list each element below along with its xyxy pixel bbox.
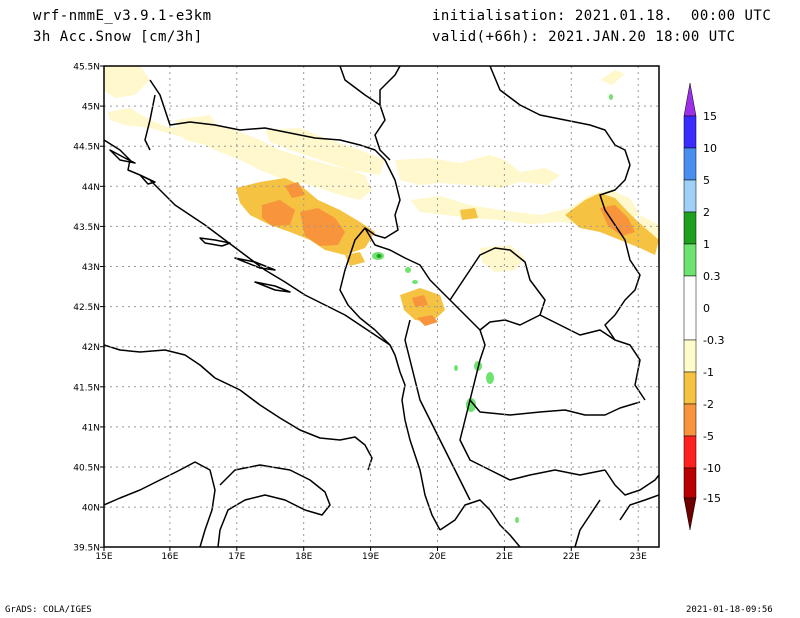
- colorbar-segment: [683, 467, 697, 499]
- colorbar-segment: [683, 275, 697, 341]
- snow-green: [372, 94, 613, 523]
- lat-label: 40.5N: [73, 464, 100, 474]
- lon-labels: 15E 16E 17E 18E 19E 20E 21E 22E 23E: [95, 552, 647, 562]
- snow-dark-green: [376, 254, 382, 258]
- colorbar-label: 15: [703, 110, 717, 123]
- snow-heavy: [262, 182, 635, 326]
- variable-title: 3h Acc.Snow [cm/3h]: [33, 29, 203, 45]
- footer-timestamp: 2021-01-18-09:56: [686, 605, 773, 615]
- lon-label: 19E: [362, 552, 379, 562]
- colorbar-segment: [683, 403, 697, 437]
- axis-ticks: [100, 65, 639, 551]
- lon-label: 18E: [295, 552, 312, 562]
- colorbar-segment: [683, 435, 697, 469]
- colorbar-label: 0.3: [703, 270, 721, 283]
- lat-label: 42N: [82, 343, 100, 353]
- lon-label: 21E: [496, 552, 513, 562]
- lon-label: 22E: [563, 552, 580, 562]
- map-area: [104, 66, 659, 547]
- colorbar-label: -2: [703, 398, 714, 411]
- colorbar-label: -0.3: [703, 334, 724, 347]
- grid: [104, 66, 659, 547]
- lat-label: 39.5N: [73, 544, 100, 554]
- lat-labels: 45.5N 45N 44.5N 44N 43.5N 43N 42.5N 42N …: [73, 63, 100, 554]
- colorbar-label: -1: [703, 366, 714, 379]
- colorbar: 15 10 5 2 1 0.3 0 -0.3 -1 -2 -5 -10 -15: [683, 82, 724, 531]
- colorbar-label: -15: [703, 492, 721, 505]
- coastlines-borders: [104, 66, 659, 547]
- lat-label: 44N: [82, 183, 100, 193]
- colorbar-segment: [683, 147, 697, 181]
- colorbar-label: 5: [703, 174, 710, 187]
- lat-label: 41N: [82, 423, 100, 433]
- lon-label: 17E: [228, 552, 245, 562]
- lon-label: 23E: [630, 552, 647, 562]
- lat-label: 43N: [82, 263, 100, 273]
- lon-label: 20E: [429, 552, 446, 562]
- colorbar-segment: [683, 339, 697, 373]
- lat-label: 42.5N: [73, 303, 100, 313]
- lat-label: 44.5N: [73, 143, 100, 153]
- lat-label: 45.5N: [73, 63, 100, 73]
- colorbar-label: 1: [703, 238, 710, 251]
- colorbar-segment: [683, 371, 697, 405]
- lat-label: 40N: [82, 504, 100, 514]
- lat-label: 43.5N: [73, 223, 100, 233]
- colorbar-segment: [683, 211, 697, 245]
- lon-label: 16E: [161, 552, 178, 562]
- colorbar-label: 10: [703, 142, 717, 155]
- lat-label: 45N: [82, 103, 100, 113]
- colorbar-top-arrow: [683, 82, 697, 117]
- colorbar-bottom-arrow: [683, 497, 697, 531]
- snow-light: [104, 66, 659, 272]
- valid-time: valid(+66h): 2021.JAN.20 18:00 UTC: [432, 29, 736, 45]
- lon-label: 15E: [95, 552, 112, 562]
- colorbar-label: 0: [703, 302, 710, 315]
- colorbar-label: -10: [703, 462, 721, 475]
- colorbar-label: 2: [703, 206, 710, 219]
- lat-label: 41.5N: [73, 383, 100, 393]
- footer-credit: GrADS: COLA/IGES: [5, 605, 92, 615]
- colorbar-segment: [683, 179, 697, 213]
- model-title: wrf-nmmE_v3.9.1-e3km: [33, 8, 212, 24]
- colorbar-label: -5: [703, 430, 714, 443]
- init-time: initialisation: 2021.01.18. 00:00 UTC: [432, 8, 772, 24]
- colorbar-segment: [683, 243, 697, 277]
- colorbar-segment: [683, 115, 697, 149]
